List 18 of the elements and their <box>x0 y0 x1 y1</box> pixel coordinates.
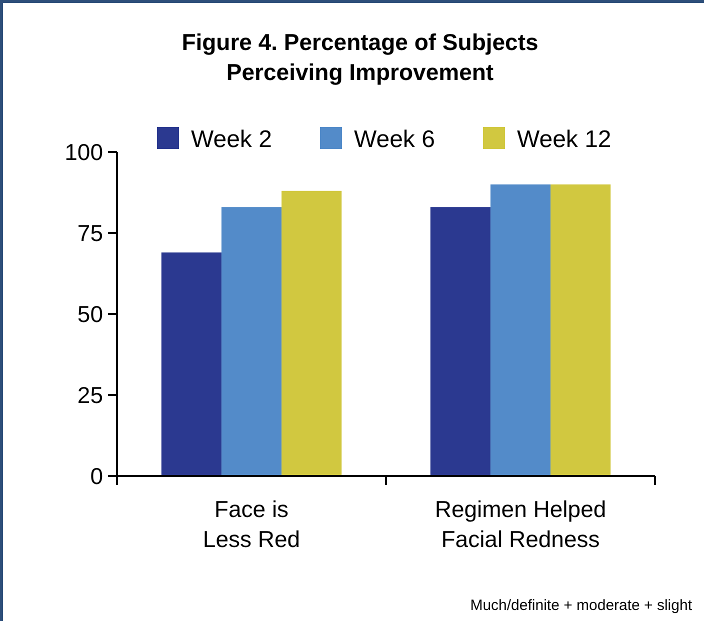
legend-label: Week 6 <box>354 126 435 153</box>
y-tick-label: 75 <box>77 220 103 246</box>
x-tick-label: Face is Less Red <box>202 496 300 552</box>
legend-label: Week 12 <box>517 126 612 153</box>
bar <box>490 184 551 476</box>
bar <box>282 190 342 476</box>
y-tick-label: 0 <box>90 463 103 489</box>
y-tick-label: 50 <box>77 301 103 327</box>
bar <box>221 207 282 476</box>
chart-title: Figure 4. Percentage of Subjects Perceiving Improvement <box>182 29 538 85</box>
legend-label: Week 2 <box>191 126 272 153</box>
x-tick-label: Regimen Helped Facial Redness <box>434 496 606 552</box>
bar <box>161 252 222 476</box>
bar <box>550 184 611 476</box>
y-tick-label: 100 <box>64 139 103 165</box>
text: Much/definite + moderate + slight <box>470 597 693 614</box>
bar <box>430 207 490 476</box>
y-tick-label: 25 <box>77 382 103 408</box>
